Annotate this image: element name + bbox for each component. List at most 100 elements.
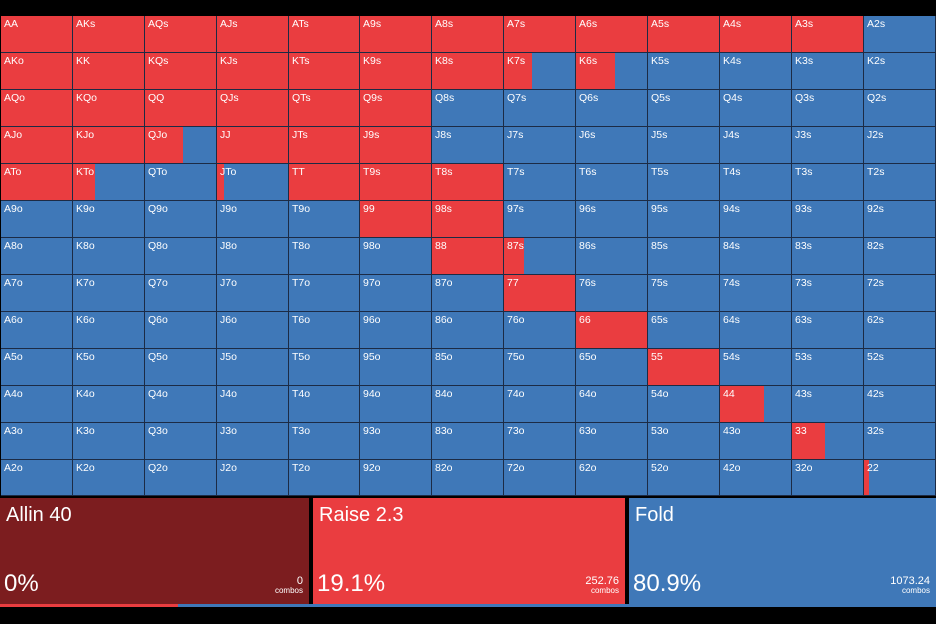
hand-cell[interactable]: QTo (145, 164, 217, 201)
hand-cell[interactable]: AQo (1, 90, 73, 127)
hand-cell[interactable]: 96s (576, 201, 648, 238)
hand-cell[interactable]: 33 (792, 423, 864, 460)
hand-cell[interactable]: 74s (720, 275, 792, 312)
hand-cell[interactable]: J9s (360, 127, 432, 164)
hand-cell[interactable]: T4s (720, 164, 792, 201)
hand-cell[interactable]: Q7o (145, 275, 217, 312)
hand-cell[interactable]: 74o (504, 386, 576, 423)
hand-cell[interactable]: A7o (1, 275, 73, 312)
hand-cell[interactable]: 73s (792, 275, 864, 312)
hand-cell[interactable]: 64o (576, 386, 648, 423)
hand-cell[interactable]: T7o (289, 275, 360, 312)
hand-cell[interactable]: 42s (864, 386, 936, 423)
hand-cell[interactable]: T2s (864, 164, 936, 201)
hand-cell[interactable]: Q2o (145, 460, 217, 496)
hand-cell[interactable]: 66 (576, 312, 648, 349)
hand-cell[interactable]: A2s (864, 16, 936, 53)
hand-cell[interactable]: QTs (289, 90, 360, 127)
hand-cell[interactable]: J2s (864, 127, 936, 164)
hand-cell[interactable]: 44 (720, 386, 792, 423)
hand-cell[interactable]: 75s (648, 275, 720, 312)
hand-cell[interactable]: A5s (648, 16, 720, 53)
hand-cell[interactable]: 94o (360, 386, 432, 423)
hand-cell[interactable]: Q6s (576, 90, 648, 127)
hand-cell[interactable]: KTo (73, 164, 145, 201)
hand-cell[interactable]: 63o (576, 423, 648, 460)
hand-cell[interactable]: 77 (504, 275, 576, 312)
hand-cell[interactable]: J3o (217, 423, 289, 460)
hand-cell[interactable]: A8o (1, 238, 73, 275)
hand-cell[interactable]: Q8o (145, 238, 217, 275)
hand-cell[interactable]: J7s (504, 127, 576, 164)
hand-cell[interactable]: A8s (432, 16, 504, 53)
hand-cell[interactable]: 85s (648, 238, 720, 275)
hand-cell[interactable]: 96o (360, 312, 432, 349)
hand-cell[interactable]: T3o (289, 423, 360, 460)
hand-cell[interactable]: T7s (504, 164, 576, 201)
hand-cell[interactable]: K7s (504, 53, 576, 90)
hand-cell[interactable]: 98o (360, 238, 432, 275)
hand-cell[interactable]: AA (1, 16, 73, 53)
hand-cell[interactable]: K4o (73, 386, 145, 423)
hand-cell[interactable]: KTs (289, 53, 360, 90)
hand-cell[interactable]: K5o (73, 349, 145, 386)
hand-cell[interactable]: Q2s (864, 90, 936, 127)
hand-cell[interactable]: J4s (720, 127, 792, 164)
hand-cell[interactable]: 92o (360, 460, 432, 496)
hand-cell[interactable]: 85o (432, 349, 504, 386)
hand-cell[interactable]: A6s (576, 16, 648, 53)
hand-cell[interactable]: 72s (864, 275, 936, 312)
hand-cell[interactable]: 95o (360, 349, 432, 386)
hand-cell[interactable]: J3s (792, 127, 864, 164)
hand-cell[interactable]: 99 (360, 201, 432, 238)
hand-cell[interactable]: Q9s (360, 90, 432, 127)
hand-cell[interactable]: T9s (360, 164, 432, 201)
hand-cell[interactable]: J7o (217, 275, 289, 312)
hand-cell[interactable]: K9s (360, 53, 432, 90)
hand-cell[interactable]: Q8s (432, 90, 504, 127)
hand-cell[interactable]: 52o (648, 460, 720, 496)
hand-cell[interactable]: 75o (504, 349, 576, 386)
hand-cell[interactable]: AJs (217, 16, 289, 53)
hand-cell[interactable]: 53o (648, 423, 720, 460)
hand-cell[interactable]: K4s (720, 53, 792, 90)
hand-cell[interactable]: AKs (73, 16, 145, 53)
hand-cell[interactable]: Q4s (720, 90, 792, 127)
hand-cell[interactable]: JTs (289, 127, 360, 164)
hand-cell[interactable]: 84s (720, 238, 792, 275)
hand-cell[interactable]: 93o (360, 423, 432, 460)
hand-cell[interactable]: A4s (720, 16, 792, 53)
hand-cell[interactable]: 22 (864, 460, 936, 496)
hand-cell[interactable]: AKo (1, 53, 73, 90)
hand-cell[interactable]: 32o (792, 460, 864, 496)
hand-cell[interactable]: 86s (576, 238, 648, 275)
hand-cell[interactable]: 72o (504, 460, 576, 496)
hand-cell[interactable]: A6o (1, 312, 73, 349)
hand-cell[interactable]: 62s (864, 312, 936, 349)
hand-cell[interactable]: Q4o (145, 386, 217, 423)
hand-cell[interactable]: T5s (648, 164, 720, 201)
hand-cell[interactable]: ATo (1, 164, 73, 201)
hand-cell[interactable]: K8o (73, 238, 145, 275)
hand-cell[interactable]: Q5o (145, 349, 217, 386)
hand-cell[interactable]: A3o (1, 423, 73, 460)
hand-cell[interactable]: J4o (217, 386, 289, 423)
hand-cell[interactable]: Q3o (145, 423, 217, 460)
hand-cell[interactable]: 63s (792, 312, 864, 349)
hand-cell[interactable]: KQo (73, 90, 145, 127)
hand-cell[interactable]: K3o (73, 423, 145, 460)
hand-cell[interactable]: 83s (792, 238, 864, 275)
hand-cell[interactable]: Q7s (504, 90, 576, 127)
hand-cell[interactable]: 43s (792, 386, 864, 423)
hand-cell[interactable]: T9o (289, 201, 360, 238)
hand-cell[interactable]: K9o (73, 201, 145, 238)
hand-cell[interactable]: 92s (864, 201, 936, 238)
hand-cell[interactable]: 82s (864, 238, 936, 275)
hand-cell[interactable]: 54o (648, 386, 720, 423)
action-fold-panel[interactable]: Fold 80.9% 1073.24 combos (629, 498, 936, 604)
hand-cell[interactable]: A7s (504, 16, 576, 53)
hand-cell[interactable]: Q5s (648, 90, 720, 127)
hand-cell[interactable]: AQs (145, 16, 217, 53)
hand-cell[interactable]: Q9o (145, 201, 217, 238)
hand-cell[interactable]: KJo (73, 127, 145, 164)
